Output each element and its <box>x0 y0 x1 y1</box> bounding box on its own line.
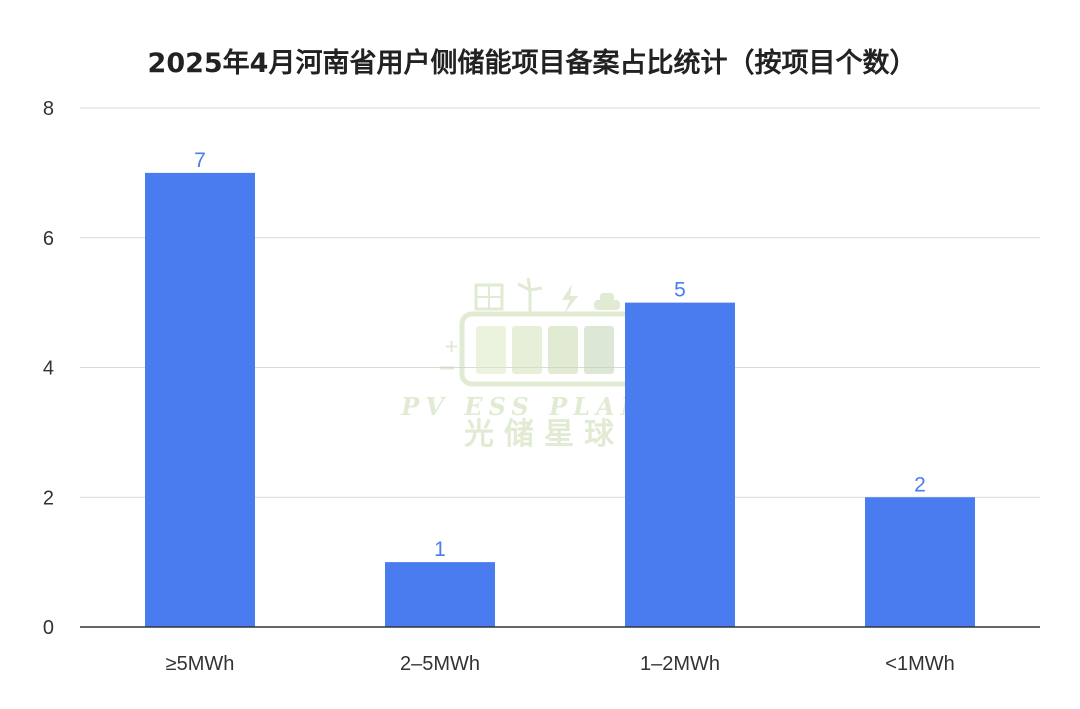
y-tick-label: 4 <box>43 358 54 380</box>
bar <box>625 302 735 627</box>
bar-data-label: 2 <box>914 473 926 496</box>
bar-data-label: 7 <box>194 149 206 172</box>
bar-data-label: 5 <box>674 279 686 302</box>
bar-data-label: 1 <box>434 538 446 561</box>
bar <box>865 497 975 627</box>
y-tick-label: 8 <box>43 98 54 120</box>
y-tick-label: 6 <box>43 228 54 250</box>
chart-title: 2025年4月河南省用户侧储能项目备案占比统计（按项目个数） <box>148 47 917 79</box>
bars: 7 1 5 2 <box>145 149 975 627</box>
x-category-label: 2–5MWh <box>400 653 480 675</box>
y-tick-label: 2 <box>43 487 54 509</box>
axes: 0 2 4 6 8 ≥5MWh 2–5MWh 1–2MWh <1MWh <box>43 98 1040 675</box>
x-category-label: ≥5MWh <box>166 653 235 675</box>
y-tick-label: 0 <box>43 617 54 639</box>
bar <box>385 562 495 627</box>
x-category-label: 1–2MWh <box>640 653 720 675</box>
x-category-label: <1MWh <box>885 653 954 675</box>
watermark-text-cn: 光储星球 <box>464 417 624 452</box>
bar <box>145 172 255 627</box>
svg-text:+: + <box>444 336 459 357</box>
